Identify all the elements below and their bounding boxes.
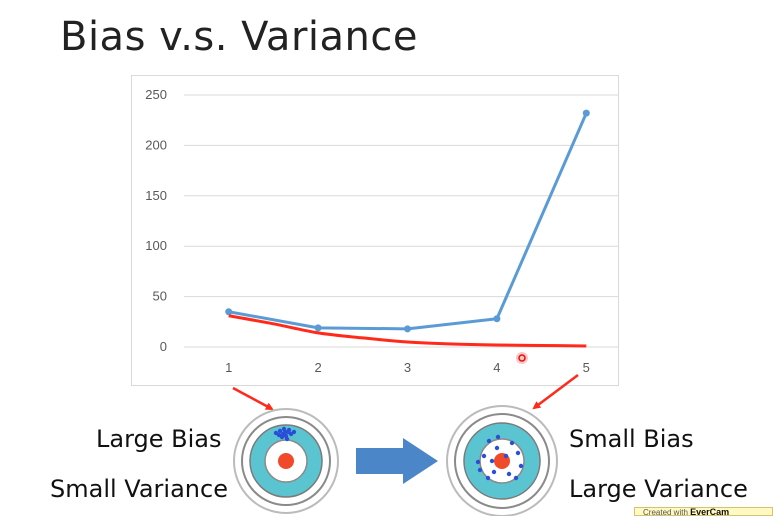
dart-dot [506, 471, 512, 477]
x-tick-label: 3 [404, 360, 411, 375]
dart-dot [494, 445, 500, 451]
dart-dot [283, 433, 289, 439]
laser-pointer [516, 352, 528, 364]
dart-dot [485, 475, 491, 481]
chart-frame [131, 75, 619, 386]
dart-dot [503, 453, 509, 459]
watermark-prefix: Created with [643, 508, 688, 516]
dart-dot [286, 427, 292, 433]
label-large-variance: Large Variance [569, 475, 748, 503]
dart-dot [273, 430, 279, 436]
dart-dot [285, 429, 291, 435]
data-point [404, 325, 411, 333]
dart-dot [477, 467, 483, 473]
dart-dot [475, 459, 481, 465]
data-point [314, 324, 322, 332]
dart-dot [486, 438, 492, 444]
label-small-variance: Small Variance [50, 475, 228, 503]
data-point [493, 315, 501, 323]
data-point [225, 308, 233, 316]
x-tick-label: 5 [583, 360, 590, 375]
series-lines [225, 109, 590, 348]
laser-pointer-dot [518, 354, 526, 362]
label-large-bias: Large Bias [96, 425, 222, 453]
dart-dot [513, 475, 519, 481]
dart-dot [515, 450, 521, 456]
slide-title: Bias v.s. Variance [60, 14, 418, 60]
dart-dot [518, 463, 524, 469]
target-left-icon [233, 408, 339, 514]
dart-dot [279, 434, 285, 440]
dart-dot [489, 458, 495, 464]
dart-dot [481, 453, 487, 459]
target-right-icon [446, 405, 558, 516]
y-tick-label: 0 [160, 339, 167, 354]
y-tick-label: 150 [145, 188, 167, 203]
series-line-1 [228, 314, 587, 348]
dots-right [475, 434, 524, 481]
dart-dot [282, 429, 288, 435]
dots-left [273, 426, 297, 442]
red-arrow-left-icon [232, 386, 274, 411]
dart-dot [284, 436, 290, 442]
x-tick-label: 4 [493, 360, 500, 375]
dart-dot [280, 431, 286, 437]
line-chart: 0 50 100 150 200 250 1 2 3 4 5 [145, 87, 619, 375]
dart-dot [288, 431, 294, 437]
y-tick-labels: 0 50 100 150 200 250 [145, 87, 167, 354]
y-tick-label: 200 [145, 137, 167, 152]
dart-dot [277, 428, 283, 434]
y-tick-label: 100 [145, 238, 167, 253]
watermark: Created with EverCam [634, 507, 773, 516]
laser-pointer-glow [516, 352, 528, 364]
dart-dot [281, 426, 287, 432]
big-arrow-right-icon [356, 438, 438, 484]
label-small-bias: Small Bias [569, 425, 694, 453]
dart-dot [495, 434, 501, 440]
watermark-brand: EverCam [690, 507, 730, 516]
y-tick-label: 50 [153, 289, 167, 304]
x-tick-labels: 1 2 3 4 5 [225, 360, 590, 375]
dart-dot [509, 440, 515, 446]
dart-dot [491, 469, 497, 475]
dart-dot [276, 432, 282, 438]
gridlines [184, 94, 619, 348]
x-tick-label: 2 [314, 360, 321, 375]
y-tick-label: 250 [145, 87, 167, 102]
x-tick-label: 1 [225, 360, 232, 375]
data-point [582, 109, 590, 117]
dart-dot [291, 429, 297, 435]
